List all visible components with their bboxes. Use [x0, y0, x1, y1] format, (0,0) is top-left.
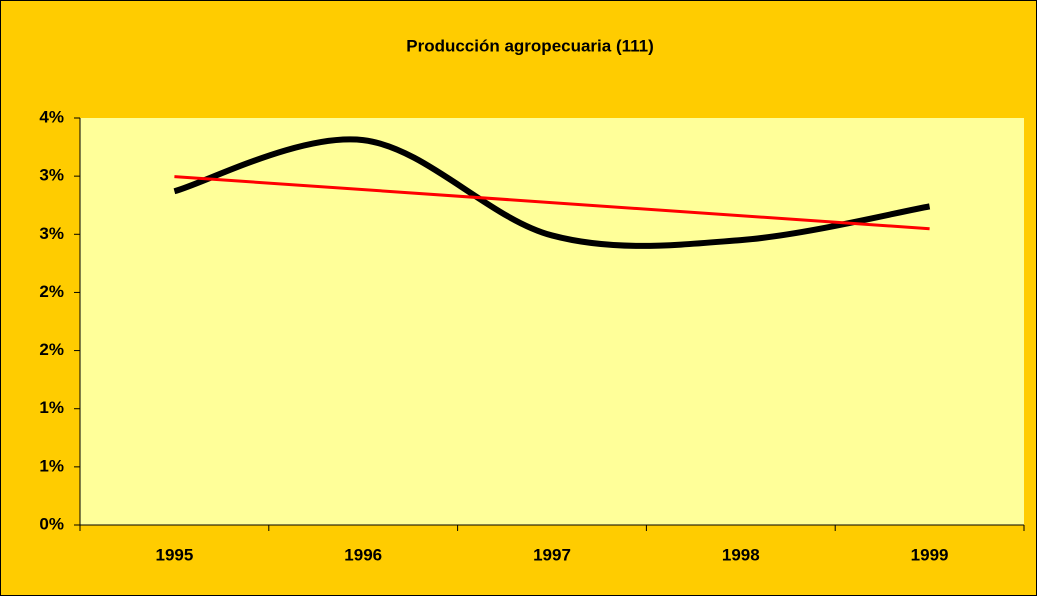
- x-tick-label: 1999: [911, 545, 949, 564]
- y-tick-label: 3%: [39, 166, 64, 185]
- y-tick-label: 4%: [39, 107, 64, 126]
- y-tick-label: 1%: [39, 398, 64, 417]
- x-tick-label: 1995: [155, 545, 193, 564]
- y-tick-label: 2%: [39, 340, 64, 359]
- chart-title: Producción agropecuaria (111): [406, 36, 654, 55]
- x-tick-label: 1996: [344, 545, 382, 564]
- y-tick-label: 2%: [39, 282, 64, 301]
- y-tick-label: 1%: [39, 456, 64, 475]
- y-tick-label: 0%: [39, 514, 64, 533]
- plot-area: [80, 118, 1024, 525]
- y-tick-label: 3%: [39, 224, 64, 243]
- data-line: [173, 136, 931, 249]
- x-tick-label: 1998: [722, 545, 760, 564]
- x-tick-label: 1997: [533, 545, 571, 564]
- trendline: [174, 175, 930, 231]
